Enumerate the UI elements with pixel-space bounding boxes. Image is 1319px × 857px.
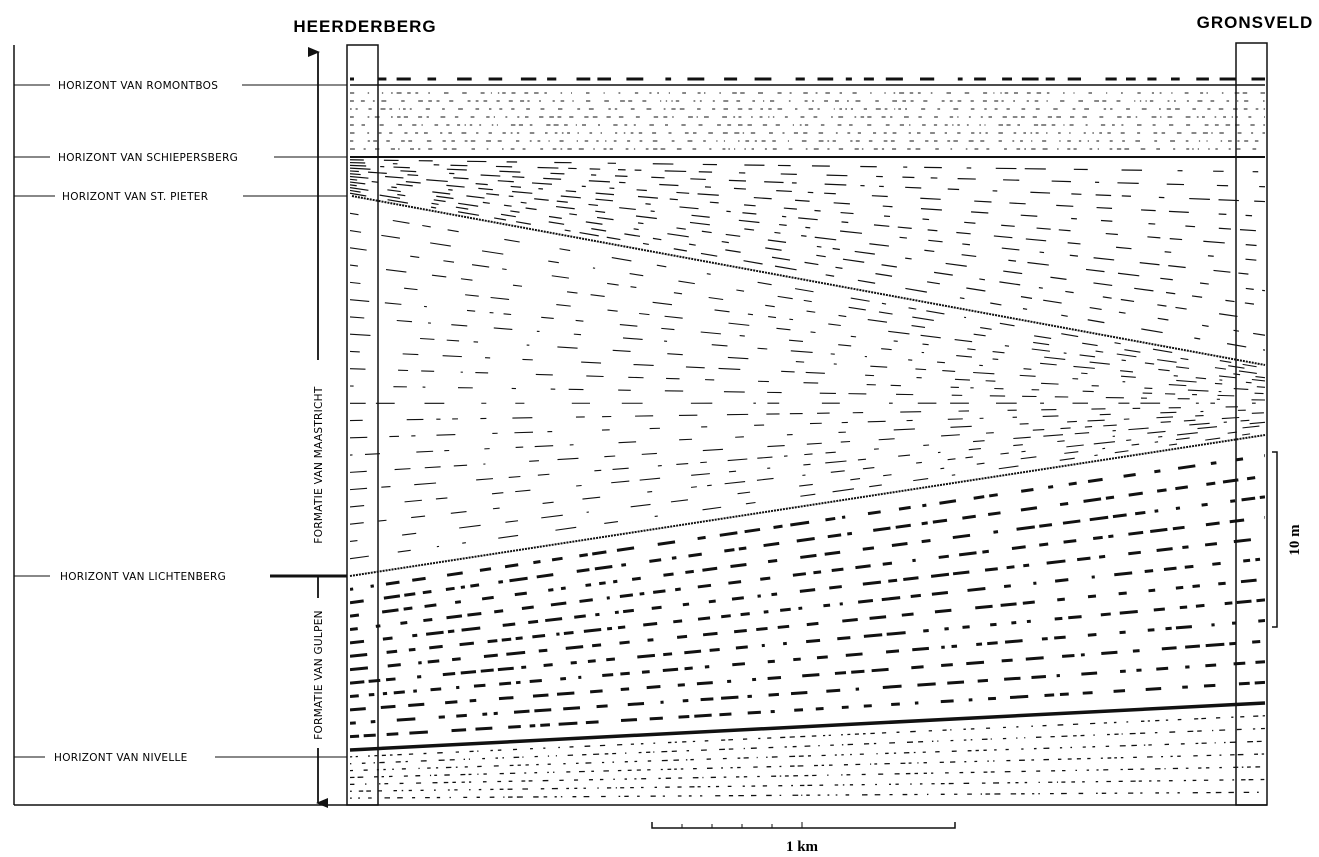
- texture-line: [350, 385, 1265, 401]
- section-column: [1235, 42, 1268, 806]
- horizon-label: HORIZONT VAN NIVELLE: [54, 752, 188, 764]
- scale-bar: [1272, 451, 1278, 628]
- texture-line: [350, 515, 1265, 632]
- scale-label: 10 m: [1287, 524, 1303, 556]
- horizon-label: HORIZONT VAN ST. PIETER: [62, 191, 208, 203]
- texture-line: [350, 316, 1265, 388]
- texture-line: [350, 170, 1265, 232]
- texture-line: [350, 181, 1265, 292]
- texture-line: [350, 418, 1265, 491]
- scale-ticks: [681, 822, 803, 828]
- texture-line: [350, 167, 1265, 218]
- texture-line: [350, 173, 1265, 247]
- texture-line: [350, 766, 1265, 786]
- texture-line: [350, 189, 1265, 336]
- texture-line: [350, 727, 1265, 765]
- texture-line: [350, 164, 1265, 203]
- texture-line: [350, 405, 1265, 422]
- texture-line: [350, 421, 1265, 508]
- texture-line: [350, 454, 1265, 591]
- texture-line: [350, 424, 1265, 525]
- section-title: GRONSVELD: [1197, 13, 1314, 32]
- formation-label: FORMATIE VAN GULPEN: [313, 610, 325, 740]
- horizon-line: [349, 434, 1266, 577]
- texture-line: [350, 495, 1265, 618]
- texture-line: [350, 415, 1265, 473]
- texture-line: [350, 184, 1265, 307]
- horizon-label: HORIZONT VAN LICHTENBERG: [60, 571, 226, 583]
- texture-line: [350, 192, 1265, 351]
- horizon-line: [351, 195, 1266, 366]
- horizon-line: [349, 701, 1266, 752]
- texture-line: [350, 368, 1265, 398]
- texture-line: [350, 230, 1265, 372]
- texture-line: [350, 639, 1265, 712]
- horizon-label: HORIZONT VAN SCHIEPERSBERG: [58, 152, 238, 164]
- scale-bar: [651, 822, 956, 829]
- texture-line: [350, 715, 1265, 758]
- horizon-label: HORIZONT VAN ROMONTBOS: [58, 80, 218, 92]
- texture-line: [350, 161, 1265, 188]
- texture-line: [350, 247, 1265, 376]
- section-title: HEERDERBERG: [293, 17, 436, 36]
- texture-line: [350, 281, 1265, 382]
- formation-label: FORMATIE VAN MAASTRICHT: [313, 386, 325, 543]
- texture-line: [350, 212, 1265, 369]
- texture-line: [350, 577, 1265, 672]
- texture-line: [350, 159, 1265, 173]
- texture-line: [350, 474, 1265, 605]
- texture-line: [350, 431, 1265, 560]
- texture-line: [350, 175, 1265, 262]
- texture-line: [350, 264, 1265, 379]
- texture-line: [350, 333, 1265, 392]
- texture-line: [350, 412, 1265, 456]
- rock-texture: [350, 77, 1265, 799]
- texture-line: [350, 598, 1265, 685]
- texture-line: [350, 536, 1265, 645]
- texture-line: [350, 557, 1265, 658]
- texture-line: [350, 619, 1265, 698]
- scale-label: 1 km: [786, 839, 819, 855]
- texture-line: [350, 428, 1265, 543]
- texture-line: [350, 753, 1265, 779]
- section-column: [346, 44, 379, 806]
- texture-line: [350, 778, 1265, 792]
- texture-line: [350, 299, 1265, 385]
- texture-line: [350, 408, 1265, 439]
- texture-line: [350, 178, 1265, 277]
- texture-line: [350, 791, 1265, 799]
- texture-line: [350, 350, 1265, 395]
